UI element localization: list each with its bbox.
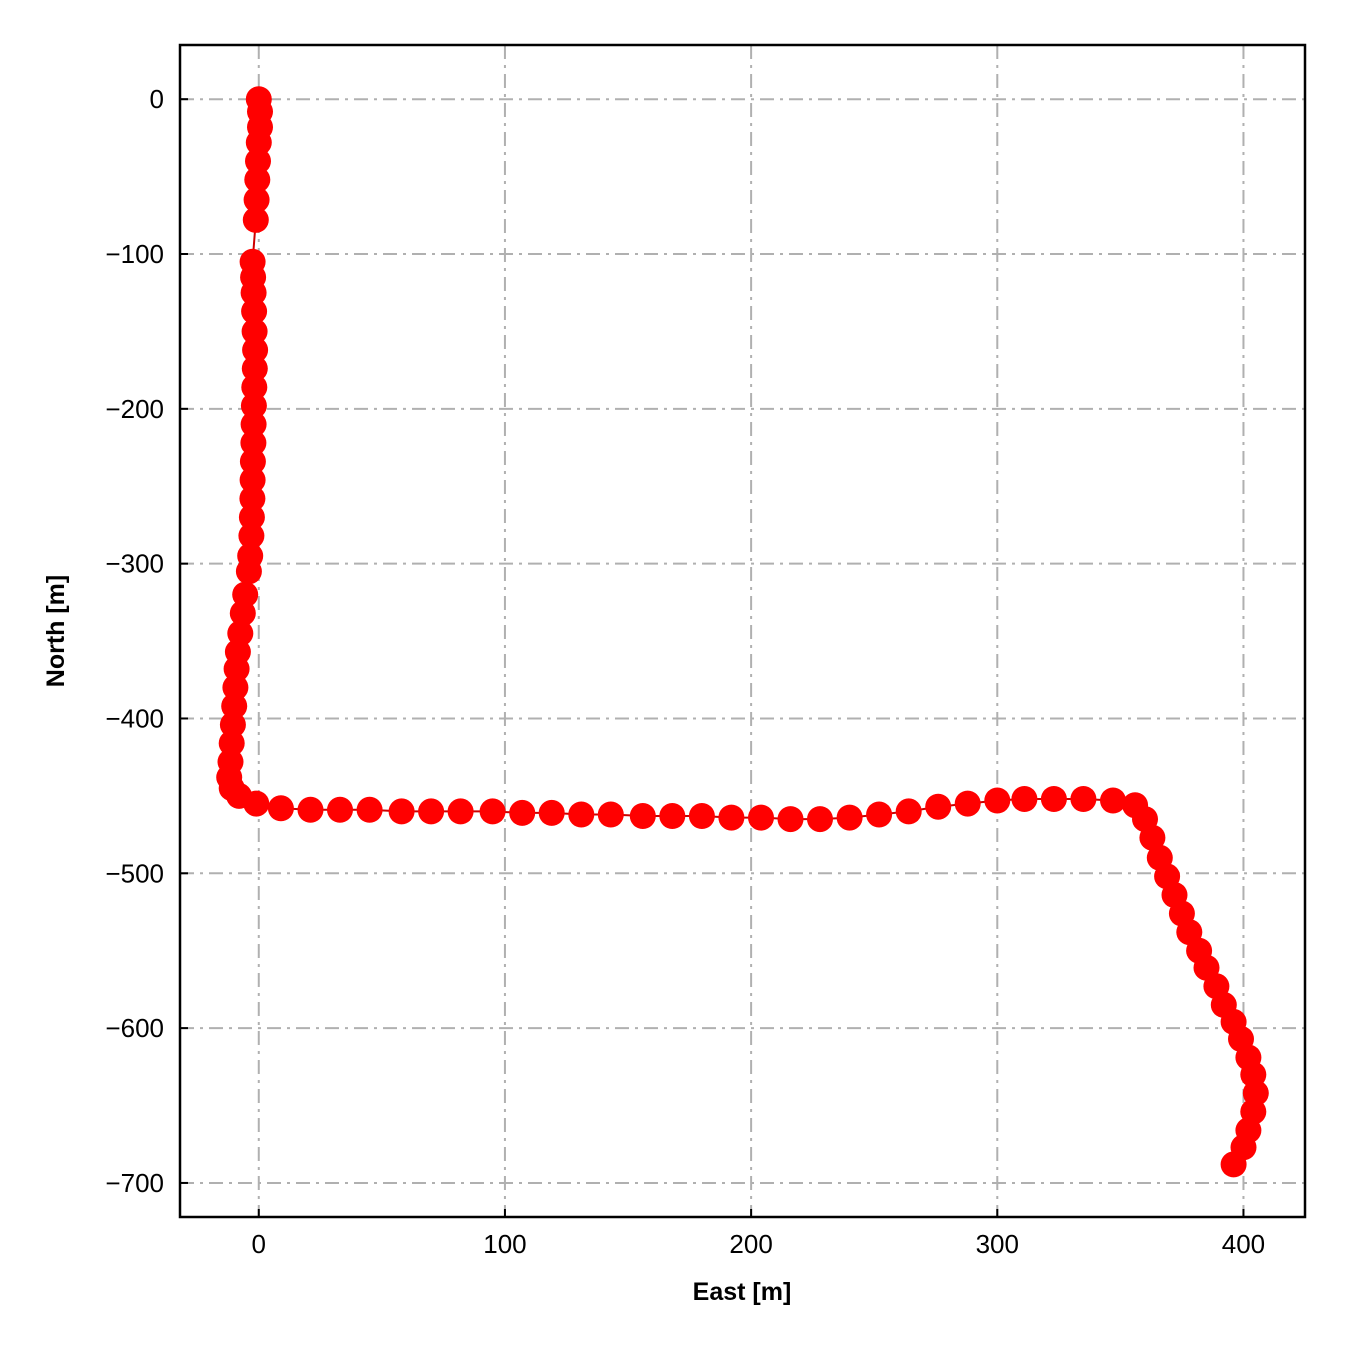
track-point bbox=[748, 804, 774, 831]
track-point bbox=[219, 711, 246, 738]
track-point bbox=[240, 392, 267, 419]
track-point bbox=[984, 787, 1011, 814]
y-tick-label: 0 bbox=[150, 84, 164, 114]
track-point bbox=[241, 318, 268, 345]
track-point bbox=[218, 730, 245, 757]
y-tick-label: −500 bbox=[105, 858, 164, 888]
track-point bbox=[241, 298, 268, 325]
x-tick-label: 200 bbox=[729, 1229, 772, 1259]
track-point bbox=[240, 279, 267, 306]
track-point bbox=[241, 374, 268, 401]
track-point bbox=[239, 448, 266, 475]
track-point bbox=[222, 674, 249, 701]
x-tick-label: 100 bbox=[483, 1229, 526, 1259]
track-point bbox=[241, 355, 268, 382]
plot-frame bbox=[178, 43, 1307, 1219]
series-layer bbox=[216, 86, 1269, 1178]
y-tick-label: −600 bbox=[105, 1013, 164, 1043]
track-point bbox=[479, 798, 506, 825]
track-point bbox=[925, 793, 952, 820]
track-point bbox=[447, 798, 474, 825]
track-point bbox=[538, 799, 565, 826]
track-point bbox=[238, 522, 265, 549]
y-tick-label: −100 bbox=[105, 239, 164, 269]
track-point bbox=[1139, 824, 1166, 851]
ticks bbox=[180, 98, 1245, 1217]
track-point bbox=[777, 806, 804, 833]
track-point bbox=[954, 790, 981, 817]
track-point bbox=[239, 467, 266, 493]
x-tick-label: 400 bbox=[1222, 1229, 1265, 1259]
x-tick-label: 0 bbox=[252, 1229, 266, 1259]
y-axis-label: North [m] bbox=[42, 575, 70, 687]
x-axis-label: East [m] bbox=[693, 1278, 792, 1306]
track-point bbox=[240, 411, 267, 438]
track-point bbox=[1070, 786, 1097, 812]
track-point bbox=[718, 804, 745, 831]
x-tick-label: 300 bbox=[976, 1229, 1019, 1259]
track-point bbox=[245, 148, 271, 175]
track-point bbox=[1011, 786, 1038, 812]
track-point bbox=[895, 798, 922, 825]
track-point bbox=[235, 558, 262, 585]
track-point bbox=[597, 801, 624, 828]
track-point bbox=[242, 206, 269, 233]
track-point bbox=[629, 803, 656, 829]
track-point bbox=[807, 806, 833, 833]
track-point bbox=[866, 801, 893, 828]
track-point bbox=[229, 600, 256, 627]
track-point bbox=[267, 795, 294, 822]
track-point bbox=[297, 796, 324, 823]
track-point bbox=[568, 801, 595, 828]
y-tick-label: −700 bbox=[105, 1168, 164, 1198]
track-point bbox=[1040, 786, 1067, 812]
track-point bbox=[245, 129, 272, 156]
y-tick-label: −300 bbox=[105, 549, 164, 579]
track-point bbox=[243, 186, 270, 213]
track-point bbox=[244, 166, 271, 193]
track-point bbox=[240, 429, 267, 456]
track-point bbox=[356, 796, 383, 823]
track-point bbox=[242, 337, 269, 363]
grid bbox=[180, 45, 1305, 1217]
track-point bbox=[659, 803, 686, 829]
track-point bbox=[1100, 787, 1126, 814]
y-tick-label: −200 bbox=[105, 394, 164, 424]
track-point bbox=[221, 693, 248, 720]
track-point bbox=[239, 485, 266, 512]
track-point bbox=[223, 655, 250, 682]
track-point bbox=[238, 504, 265, 531]
track-point bbox=[388, 798, 415, 825]
tick-labels: 0 100 200 300 400 0 −100 −200 −300 −400 −500 −600 −7… bbox=[105, 84, 1265, 1259]
y-tick-label: −400 bbox=[105, 703, 164, 733]
track-point bbox=[327, 796, 353, 823]
track-point bbox=[418, 798, 445, 825]
track-point bbox=[509, 799, 536, 826]
track-point bbox=[836, 804, 863, 831]
track-point bbox=[1220, 1151, 1247, 1178]
track-point bbox=[243, 790, 270, 817]
track-point bbox=[688, 803, 715, 829]
